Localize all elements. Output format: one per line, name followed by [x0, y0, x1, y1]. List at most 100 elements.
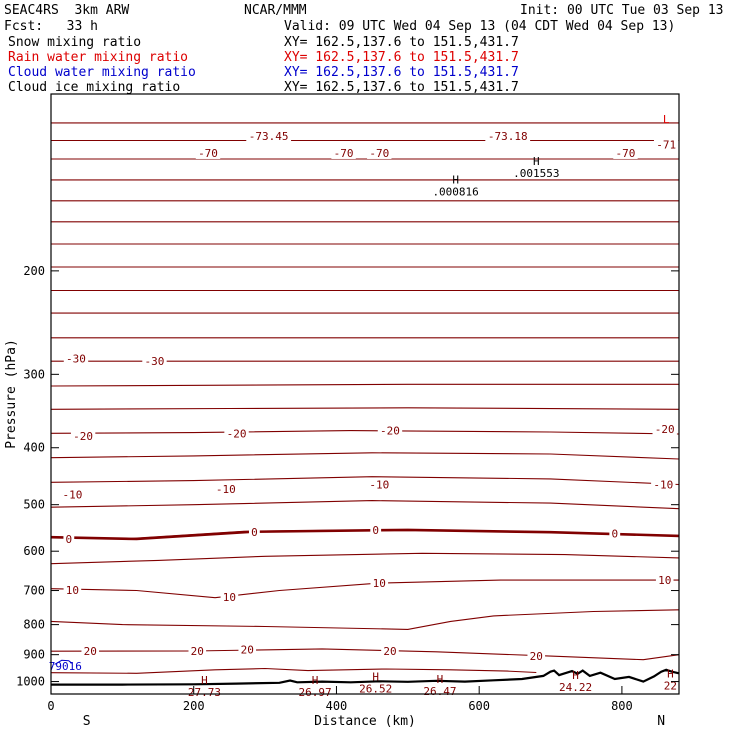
extremum-value-3: 26.97 [298, 686, 331, 699]
x-tick-label-0: 0 [47, 699, 54, 713]
terrain-line [51, 668, 680, 686]
isotherm-label-bg-9 [70, 429, 96, 442]
extremum-marker-5: H [437, 673, 444, 686]
isotherm-label-20: 0 [611, 528, 618, 541]
y-axis-label: Pressure (hPa) [4, 339, 19, 449]
x-tick-label-600: 600 [468, 699, 490, 713]
extrema-group: H.000816H.001553H27.73H26.97H26.52H26.47… [188, 113, 677, 699]
isotherm-label-27: 20 [241, 644, 254, 657]
extremum-value-0: .000816 [432, 185, 478, 198]
isotherm-label-22: 10 [658, 574, 671, 587]
field-xy-cloud-ice: XY= 162.5,137.6 to 151.5,431.7 [284, 80, 519, 95]
plot-frame [50, 93, 680, 695]
isotherm-label-bg-5 [613, 146, 638, 159]
isotherm-label-17: 0 [66, 533, 73, 546]
zero-isotherm-group [50, 528, 680, 541]
y-tick-label-600: 600 [23, 544, 45, 558]
cloud-water-group: 79016 [49, 659, 82, 673]
isotherm-label-24: 10 [223, 591, 236, 604]
extremum-marker-0: H [452, 173, 459, 186]
extremum-marker-3: H [312, 674, 319, 687]
isotherm-label-bg-14 [213, 482, 239, 495]
isotherm-label-1: -73.45 [249, 130, 289, 143]
isotherm-label-bg-24 [220, 591, 239, 604]
x-tick-label-400: 400 [326, 699, 348, 713]
field-name-snow: Snow mixing ratio [8, 35, 142, 50]
extremum-value-2: 27.73 [188, 686, 221, 699]
isotherm-label-group: -70 -73.45 -70 -70 -73.18 -70 -71 -30 -30 -20 -20 -… [60, 130, 679, 663]
y-tick-label-400: 400 [23, 441, 45, 455]
isotherm-label-bg-22 [655, 574, 674, 587]
terrain-group [51, 668, 680, 686]
forecast-hour: Fcst: 33 h [4, 19, 98, 34]
isotherm-label-23: 10 [66, 584, 79, 597]
y-tick-label-200: 200 [23, 264, 45, 278]
extremum-marker-8: L [663, 113, 670, 126]
field-xy-cloud-water: XY= 162.5,137.6 to 151.5,431.7 [284, 65, 519, 80]
isotherm-label-bg-23 [63, 583, 82, 596]
isotherm-label-bg-6 [653, 138, 679, 151]
isotherm-label-11: -20 [380, 425, 400, 438]
isotherm-label-16: -10 [653, 479, 673, 492]
isotherm-label-6: -71 [656, 139, 676, 152]
extremum-value-1: .001553 [513, 167, 559, 180]
isotherm-label-bg-7 [63, 352, 89, 365]
isotherm-label-bg-26 [188, 644, 207, 657]
isotherm-label-9: -20 [73, 430, 93, 443]
isotherm-line-14 [50, 430, 680, 435]
isotherm-label-bg-21 [370, 577, 389, 590]
isotherm-line-19 [50, 552, 680, 565]
isotherm-line-13 [50, 407, 680, 410]
isotherm-label-bg-10 [224, 427, 249, 440]
isotherm-label-26: 20 [191, 645, 204, 658]
extremum-value-5: 26.47 [423, 685, 456, 698]
extremum-value-4: 26.52 [359, 683, 392, 696]
extremum-marker-2: H [201, 674, 208, 687]
isotherm-group [50, 122, 680, 674]
isotherm-label-bg-8 [142, 355, 167, 368]
isotherm-label-bg-4 [485, 130, 531, 143]
isotherm-label-10: -20 [227, 427, 247, 440]
y-tick-label-500: 500 [23, 498, 45, 512]
isotherm-label-12: -20 [655, 423, 675, 436]
isotherm-label-bg-27 [238, 643, 257, 656]
field-name-cloud-ice: Cloud ice mixing ratio [8, 80, 181, 95]
cloud-water-label: 79016 [49, 660, 82, 673]
y-tick-label-300: 300 [23, 367, 45, 381]
extremum-marker-6: H [572, 669, 579, 682]
init-time: Init: 00 UTC Tue 03 Sep 13 [520, 3, 724, 18]
isotherm-label-bg-1 [246, 130, 292, 143]
y-tick-label-800: 800 [23, 618, 45, 632]
isotherm-label-bg-17 [63, 533, 75, 546]
x-tick-label-800: 800 [611, 699, 633, 713]
field-xy-rain: XY= 162.5,137.6 to 151.5,431.7 [284, 50, 519, 65]
isotherm-label-8: -30 [145, 355, 165, 368]
cloud-water-contour [54, 659, 73, 665]
isotherm-line-16 [50, 476, 680, 486]
isotherm-label-3: -70 [369, 147, 389, 160]
isotherm-label-5: -70 [616, 147, 636, 160]
isotherm-line-20 [50, 579, 679, 599]
field-name-rain: Rain water mixing ratio [8, 50, 189, 65]
extremum-marker-4: H [372, 671, 379, 684]
isotherm-label-bg-12 [652, 423, 677, 436]
x-tick-label-200: 200 [183, 699, 205, 713]
isotherm-label-14: -10 [216, 483, 236, 496]
isotherm-label-28: 20 [383, 645, 396, 658]
field-xy-snow: XY= 162.5,137.6 to 151.5,431.7 [284, 35, 519, 50]
isotherm-label-bg-0 [195, 146, 221, 159]
extremum-marker-1: H [533, 155, 540, 168]
isotherm-label-15: -10 [369, 479, 389, 492]
extremum-value-7: 22 [664, 680, 677, 693]
isotherm-line-22 [50, 648, 680, 661]
isotherm-label-bg-25 [81, 645, 100, 658]
isotherm-label-bg-20 [609, 527, 621, 540]
model-title: SEAC4RS 3km ARW [4, 3, 130, 18]
isotherm-label-bg-28 [381, 645, 399, 658]
isotherm-label-29: 20 [530, 650, 543, 663]
isotherm-label-13: -10 [62, 488, 82, 501]
isotherm-label-18: 0 [251, 526, 258, 539]
orientation-left-label: S [83, 714, 91, 729]
isotherm-line-17 [50, 500, 680, 510]
